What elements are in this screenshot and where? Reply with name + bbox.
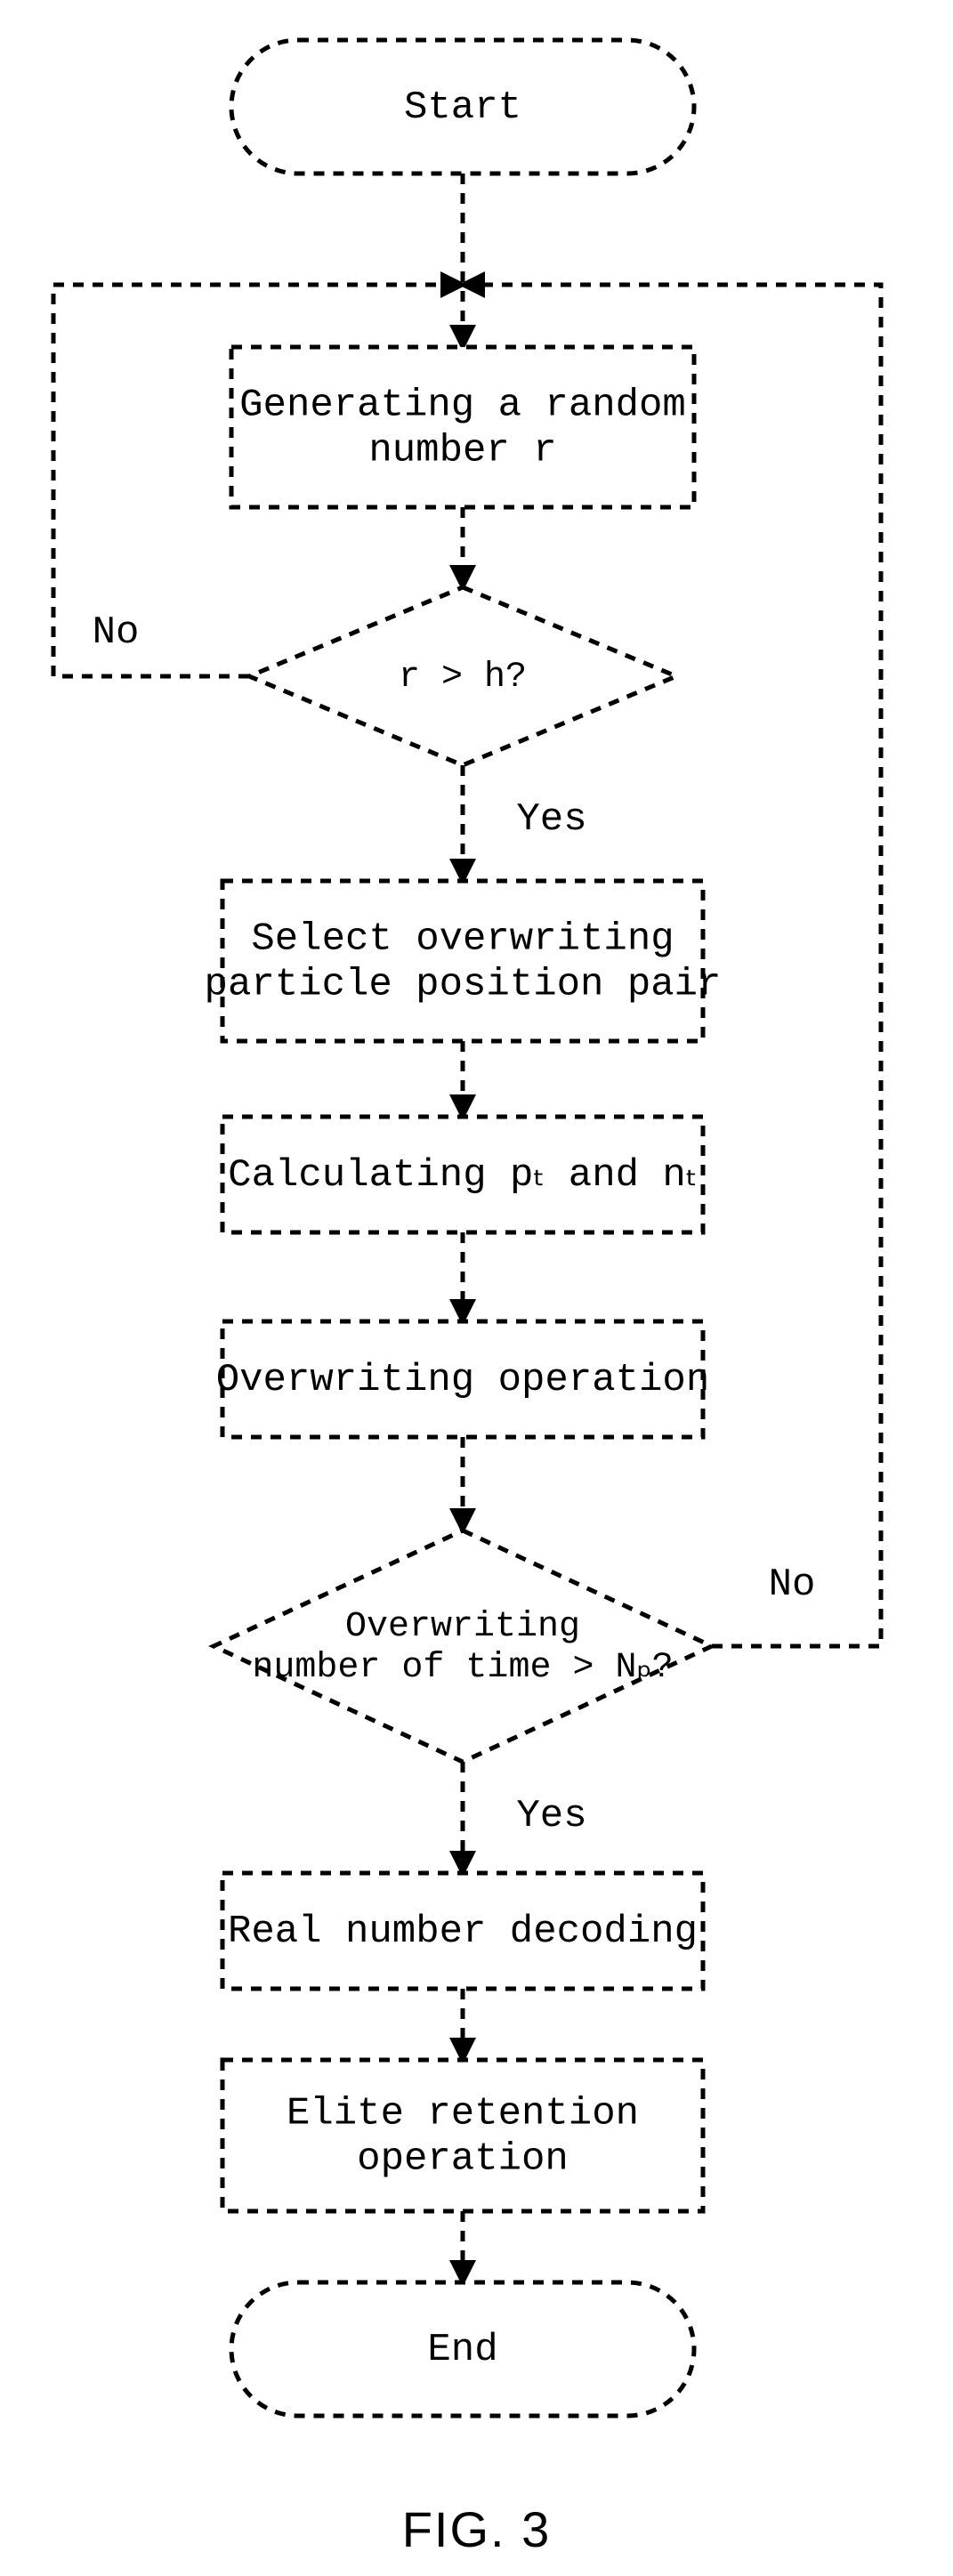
svg-text:Yes: Yes [516, 797, 586, 842]
svg-text:Yes: Yes [516, 1794, 586, 1838]
svg-text:Calculating pₜ and nₜ: Calculating pₜ and nₜ [228, 1153, 698, 1198]
svg-text:Real number decoding: Real number decoding [228, 1910, 698, 1954]
svg-text:No: No [769, 1563, 816, 1607]
svg-text:Start: Start [404, 85, 521, 130]
figure-label: FIG. 3 [402, 2500, 552, 2558]
svg-text:r > h?: r > h? [399, 658, 527, 698]
svg-text:Select overwritingparticle pos: Select overwritingparticle position pair [205, 917, 722, 1006]
flowchart-canvas: StartGenerating a randomnumber rr > h?Se… [0, 18, 953, 2474]
svg-text:Overwriting operation: Overwriting operation [216, 1358, 710, 1402]
svg-text:No: No [93, 610, 140, 655]
svg-text:End: End [427, 2328, 497, 2372]
